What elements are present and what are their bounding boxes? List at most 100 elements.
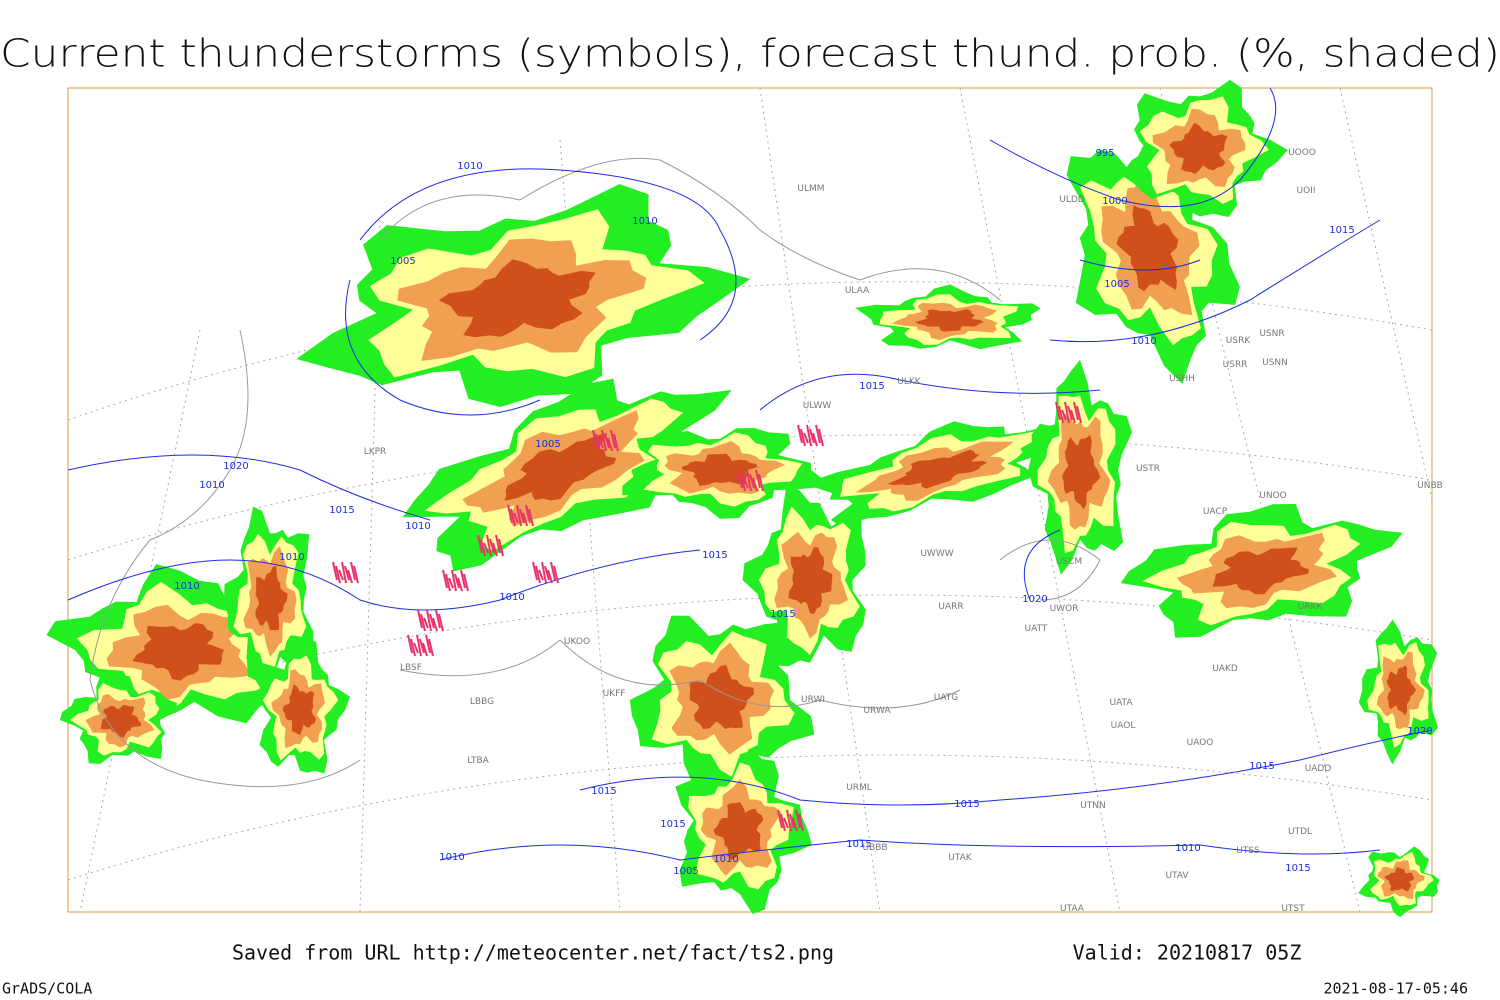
station-label: LBSF — [400, 663, 422, 673]
storm-symbol — [460, 569, 466, 589]
isobar-label: 1010 — [713, 854, 738, 865]
isobar-label: 1000 — [1102, 196, 1127, 207]
station-label: UAOL — [1111, 721, 1136, 731]
shade-level — [887, 449, 988, 489]
storm-symbol — [544, 565, 550, 581]
shade-level — [100, 704, 141, 738]
station-label: UAKK — [1298, 602, 1324, 612]
storm-symbol — [777, 809, 783, 829]
station-label: USRR — [1223, 360, 1248, 370]
isobar-label: 1015 — [1285, 863, 1310, 874]
storm-symbol — [547, 569, 553, 584]
station-label: UKFF — [603, 689, 626, 699]
map-labels: 1010 1010 995 1000 1015 1005 1005 1010 1015 1005 1… — [174, 148, 1443, 914]
station-label: UAKD — [1212, 664, 1238, 674]
station-label: URML — [846, 783, 872, 793]
isobar-label: 1005 — [1104, 279, 1129, 290]
station-label: LBBG — [470, 697, 494, 707]
storm-symbol — [780, 813, 786, 832]
station-label: UWWW — [920, 549, 953, 559]
isobar-label: 1010 — [439, 852, 464, 863]
station-label: URWA — [863, 706, 891, 716]
station-label: UACP — [1203, 507, 1228, 517]
storm-symbol — [341, 561, 347, 584]
storm-symbol — [1064, 401, 1070, 424]
storm-symbol — [438, 613, 444, 632]
storm-symbol — [815, 424, 821, 444]
storm-symbol — [432, 617, 438, 632]
storm-symbol — [480, 538, 486, 557]
isobar-label: 1020 — [1407, 726, 1432, 737]
storm-symbol — [746, 469, 752, 492]
station-label: UAOO — [1187, 738, 1214, 748]
station-label: ULWW — [803, 401, 832, 411]
storm-symbol — [477, 534, 483, 554]
station-label: USRK — [1226, 336, 1252, 346]
source-url: Saved from URL http://meteocenter.net/fa… — [232, 941, 834, 965]
isobar-label: 1015 — [591, 786, 616, 797]
storm-symbol — [598, 437, 604, 449]
shade-level — [1062, 435, 1101, 510]
storm-symbol — [743, 477, 749, 489]
storm-symbol — [417, 609, 423, 629]
storm-symbol — [420, 613, 426, 632]
station-label: USTR — [1136, 464, 1160, 474]
shade-level — [1212, 547, 1310, 595]
storm-symbol — [792, 817, 798, 832]
storm-symbol — [1055, 401, 1061, 421]
isobar-label: 1015 — [329, 505, 354, 516]
storm-symbol — [510, 508, 516, 527]
storm-symbol — [492, 542, 498, 557]
storm-symbol — [1061, 409, 1067, 421]
storm-symbol — [495, 534, 501, 554]
isobar-label: 1010 — [174, 581, 199, 592]
station-label: USNR — [1259, 329, 1284, 339]
isobar-label: 1005 — [390, 256, 415, 267]
station-label: UKOO — [564, 637, 590, 647]
storm-symbol — [451, 569, 457, 592]
isobar-label: 1010 — [1131, 336, 1156, 347]
shade-level — [132, 623, 224, 681]
storm-symbol — [429, 613, 435, 629]
storm-symbol — [486, 534, 492, 557]
shade-level — [681, 453, 758, 486]
station-label: UWOR — [1050, 604, 1079, 614]
storm-symbol — [758, 473, 764, 492]
storm-symbol — [525, 504, 531, 524]
isobar-label: 1015 — [660, 819, 685, 830]
storm-symbol — [519, 508, 525, 524]
storm-symbol — [332, 561, 338, 581]
storm-symbol — [454, 573, 460, 589]
station-label: UARR — [938, 602, 963, 612]
isobar-label: 1010 — [499, 592, 524, 603]
map-title: Current thunderstorms (symbols), forecas… — [0, 32, 1500, 76]
isobar-label: 1005 — [673, 866, 698, 877]
storm-symbol — [1073, 401, 1079, 421]
storm-symbol — [516, 504, 522, 527]
storm-symbol — [463, 573, 469, 592]
storm-symbol — [338, 569, 344, 581]
storm-symbol — [613, 433, 619, 452]
storm-symbol — [553, 565, 559, 584]
storm-symbol — [498, 538, 504, 557]
software-credit: GrADS/COLA — [2, 980, 92, 998]
storm-symbol — [610, 429, 616, 449]
isobar-label: 1005 — [535, 439, 560, 450]
storm-symbol — [507, 504, 513, 524]
station-label: UNOO — [1259, 491, 1287, 501]
shade-level — [255, 566, 288, 631]
valid-time: Valid: 20210817 05Z — [1073, 941, 1302, 965]
storm-symbol — [1058, 405, 1064, 424]
station-label: USHH — [1169, 374, 1195, 384]
storm-symbol — [538, 569, 544, 581]
storm-symbol — [423, 617, 429, 629]
station-label: UTNN — [1080, 801, 1106, 811]
station-label: USCM — [1056, 557, 1082, 567]
storm-symbol — [335, 565, 341, 584]
storm-symbol — [442, 569, 448, 589]
storm-symbol — [353, 565, 359, 584]
storm-symbol — [435, 609, 441, 629]
storm-symbol — [413, 642, 419, 654]
shade-level — [1386, 665, 1417, 716]
